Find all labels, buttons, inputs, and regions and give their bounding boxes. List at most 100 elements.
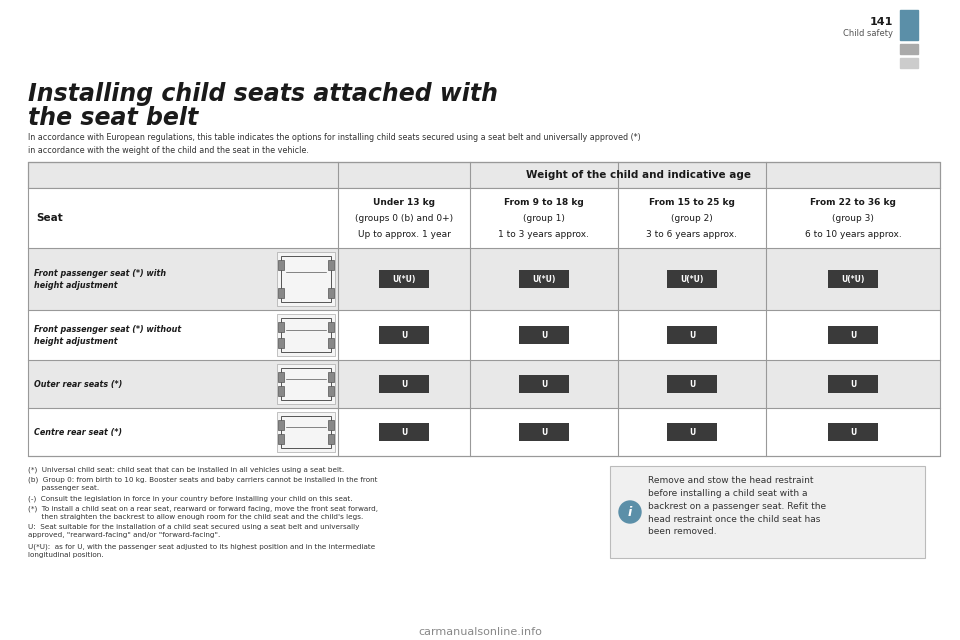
Text: U: U [401, 428, 407, 436]
Bar [900, 10, 918, 40]
Text: U: U [401, 380, 407, 388]
Bar [667, 326, 717, 344]
Text: i: i [628, 506, 632, 518]
Bar [278, 288, 284, 298]
Text: U: U [850, 428, 856, 436]
Text: Front passenger seat (*) with: Front passenger seat (*) with [34, 269, 166, 278]
Bar [519, 326, 569, 344]
Bar [277, 412, 335, 452]
Bar [328, 420, 334, 430]
Bar [328, 386, 334, 396]
Text: Installing child seats attached with: Installing child seats attached with [28, 82, 498, 106]
Bar [281, 318, 331, 352]
Text: 6 to 10 years approx.: 6 to 10 years approx. [804, 230, 901, 239]
Text: U: U [689, 428, 695, 436]
Bar [379, 270, 429, 288]
Bar [277, 364, 335, 404]
Text: 3 to 6 years approx.: 3 to 6 years approx. [646, 230, 737, 239]
Bar [28, 310, 940, 360]
Text: Up to approx. 1 year: Up to approx. 1 year [357, 230, 450, 239]
Bar [281, 416, 331, 448]
Text: 141: 141 [870, 17, 893, 27]
Text: Seat: Seat [36, 213, 62, 223]
Text: (b)  Group 0: from birth to 10 kg. Booster seats and baby carriers cannot be ins: (b) Group 0: from birth to 10 kg. Booste… [28, 476, 377, 491]
Bar [667, 423, 717, 441]
Text: U: U [850, 330, 856, 339]
Bar [278, 322, 284, 332]
Text: Front passenger seat (*) without: Front passenger seat (*) without [34, 324, 181, 333]
Text: 1 to 3 years approx.: 1 to 3 years approx. [498, 230, 589, 239]
Bar [828, 326, 878, 344]
Bar [328, 338, 334, 348]
Bar [900, 44, 918, 54]
Text: From 15 to 25 kg: From 15 to 25 kg [649, 198, 735, 207]
Bar [328, 434, 334, 444]
Text: Outer rear seats (*): Outer rear seats (*) [34, 380, 122, 388]
Text: (*)  Universal child seat: child seat that can be installed in all vehicles usin: (*) Universal child seat: child seat tha… [28, 466, 344, 472]
Text: height adjustment: height adjustment [34, 280, 118, 289]
Text: U: U [540, 380, 547, 388]
Text: Child safety: Child safety [843, 29, 893, 38]
Circle shape [619, 501, 641, 523]
Bar [328, 322, 334, 332]
Bar [667, 270, 717, 288]
Text: (group 3): (group 3) [832, 214, 874, 223]
Text: U: U [540, 330, 547, 339]
Text: U(*U): U(*U) [681, 275, 704, 284]
Text: U: U [850, 380, 856, 388]
Text: U: U [540, 428, 547, 436]
Bar [28, 248, 940, 310]
Bar [278, 338, 284, 348]
Text: (group 2): (group 2) [671, 214, 713, 223]
Bar [828, 270, 878, 288]
Bar [28, 162, 940, 188]
Bar [278, 386, 284, 396]
Bar [278, 420, 284, 430]
Text: From 9 to 18 kg: From 9 to 18 kg [504, 198, 584, 207]
Bar [281, 368, 331, 400]
Text: In accordance with European regulations, this table indicates the options for in: In accordance with European regulations,… [28, 133, 640, 154]
Bar [519, 423, 569, 441]
Bar [379, 375, 429, 393]
Text: Remove and stow the head restraint
before installing a child seat with a
backres: Remove and stow the head restraint befor… [648, 476, 827, 536]
Bar [28, 162, 940, 456]
Text: U(*U): U(*U) [393, 275, 416, 284]
Bar [278, 434, 284, 444]
Text: U: U [401, 330, 407, 339]
Text: Under 13 kg: Under 13 kg [373, 198, 435, 207]
Text: (groups 0 (b) and 0+): (groups 0 (b) and 0+) [355, 214, 453, 223]
Bar [519, 270, 569, 288]
Bar [328, 260, 334, 270]
Bar [277, 252, 335, 306]
Bar [610, 466, 925, 558]
Text: U(*U):  as for U, with the passenger seat adjusted to its highest position and i: U(*U): as for U, with the passenger seat… [28, 543, 375, 557]
Text: (-)  Consult the legislation in force in your country before installing your chi: (-) Consult the legislation in force in … [28, 495, 352, 502]
Text: U: U [689, 380, 695, 388]
Bar [828, 423, 878, 441]
Text: (*)  To install a child seat on a rear seat, rearward or forward facing, move th: (*) To install a child seat on a rear se… [28, 505, 378, 520]
Bar [900, 58, 918, 68]
Bar [278, 372, 284, 382]
Bar [28, 408, 940, 456]
Text: (group 1): (group 1) [523, 214, 564, 223]
Bar [281, 256, 331, 302]
Bar [277, 314, 335, 356]
Bar [278, 260, 284, 270]
Bar [28, 360, 940, 408]
Text: Weight of the child and indicative age: Weight of the child and indicative age [526, 170, 752, 180]
Text: From 22 to 36 kg: From 22 to 36 kg [810, 198, 896, 207]
Text: carmanualsonline.info: carmanualsonline.info [418, 627, 542, 637]
Text: the seat belt: the seat belt [28, 106, 199, 130]
Text: Centre rear seat (*): Centre rear seat (*) [34, 428, 122, 436]
Bar [519, 375, 569, 393]
Bar [328, 372, 334, 382]
Bar [379, 326, 429, 344]
Text: U: U [689, 330, 695, 339]
Bar [828, 375, 878, 393]
Bar [379, 423, 429, 441]
Bar [328, 288, 334, 298]
Text: height adjustment: height adjustment [34, 337, 118, 346]
Text: U(*U): U(*U) [841, 275, 865, 284]
Bar [667, 375, 717, 393]
Text: U:  Seat suitable for the installation of a child seat secured using a seat belt: U: Seat suitable for the installation of… [28, 524, 359, 538]
